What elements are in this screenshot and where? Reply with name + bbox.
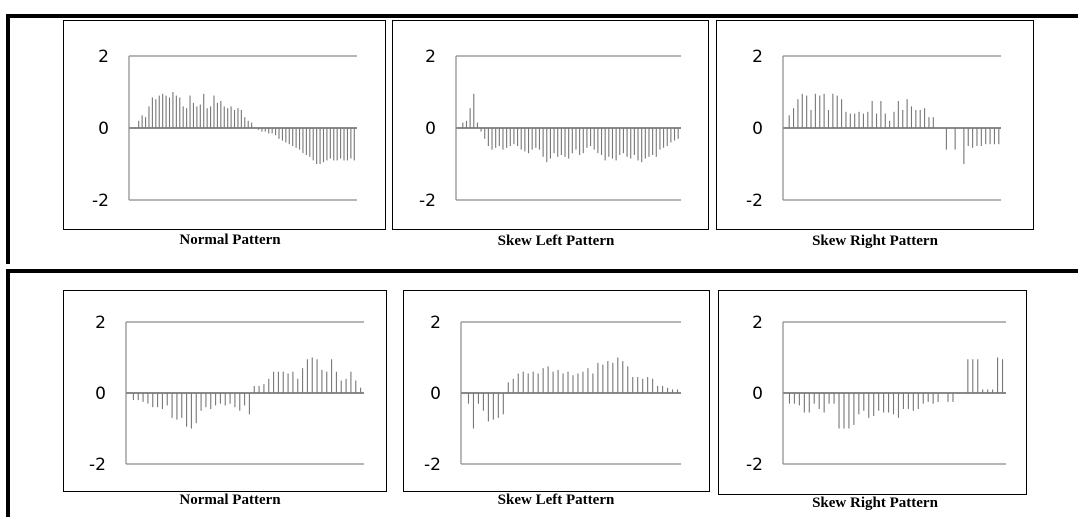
y-tick-label: 2	[430, 313, 441, 333]
chart-title: Skew Right Pattern	[812, 495, 938, 511]
y-tick-label: -2	[92, 191, 109, 211]
y-tick-label: 2	[425, 47, 436, 67]
chart-panel: 2 0 -2	[392, 20, 709, 230]
bar-chart: 2 0 -2	[424, 313, 681, 475]
bar-chart: 2 0 -2	[92, 47, 357, 211]
y-tick-label: 0	[425, 119, 436, 139]
y-tick-label: 0	[98, 119, 109, 139]
chart-title: Skew Right Pattern	[812, 233, 938, 249]
y-tick-label: -2	[746, 191, 763, 211]
chart-title: Normal Pattern	[179, 232, 281, 248]
bar-chart: 2 0 -2	[746, 47, 1001, 211]
y-tick-label: 2	[98, 47, 109, 67]
chart-title: Skew Left Pattern	[497, 492, 615, 508]
y-tick-label: 0	[752, 384, 763, 404]
bar-chart: 2 0 -2	[89, 313, 364, 475]
y-tick-label: 2	[95, 313, 106, 333]
bar-chart: 2 0 -2	[746, 313, 1006, 475]
chart-panel: 2 0 -2	[718, 290, 1027, 495]
chart-panel: 2 0 -2	[63, 290, 387, 492]
bottom-pattern-group	[6, 269, 1078, 517]
chart-panel: 2 0 -2	[403, 290, 710, 492]
y-tick-label: -2	[746, 455, 763, 475]
chart-title: Normal Pattern	[179, 492, 281, 508]
y-tick-label: -2	[419, 191, 436, 211]
top-pattern-group	[6, 14, 1078, 264]
chart-panel: 2 0 -2	[63, 20, 386, 230]
y-tick-label: 0	[752, 119, 763, 139]
y-tick-label: -2	[89, 455, 106, 475]
y-tick-label: 0	[430, 384, 441, 404]
chart-title: Skew Left Pattern	[497, 233, 615, 249]
y-tick-label: 2	[752, 313, 763, 333]
chart-panel: 2 0 -2	[716, 20, 1034, 230]
y-tick-label: 0	[95, 384, 106, 404]
y-tick-label: 2	[752, 47, 763, 67]
y-tick-label: -2	[424, 455, 441, 475]
bar-chart: 2 0 -2	[419, 47, 681, 211]
